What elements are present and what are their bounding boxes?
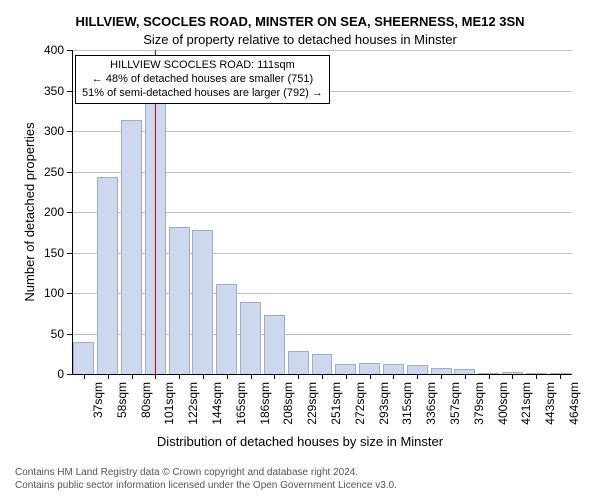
x-tick-label: 379sqm [472,382,486,432]
histogram-bar [192,230,213,374]
grid-line [72,50,572,51]
x-tick-label: 165sqm [234,382,248,432]
histogram-bar [216,284,237,374]
y-tick-label: 300 [24,124,64,138]
histogram-bar [407,365,428,374]
annotation-box: HILLVIEW SCOCLES ROAD: 111sqm ← 48% of d… [75,55,330,104]
chart-subtitle: Size of property relative to detached ho… [0,32,600,47]
x-tick-label: 315sqm [400,382,414,432]
x-tick-label: 186sqm [258,382,272,432]
annotation-line-1: HILLVIEW SCOCLES ROAD: 111sqm [82,59,323,73]
y-tick-label: 50 [24,327,64,341]
x-tick-label: 122sqm [186,382,200,432]
x-axis-label: Distribution of detached houses by size … [0,434,600,449]
histogram-bar [312,354,333,374]
y-tick-label: 200 [24,205,64,219]
histogram-bar [264,315,285,374]
y-tick-label: 250 [24,165,64,179]
x-tick-label: 208sqm [281,382,295,432]
footer-line-2: Contains public sector information licen… [15,479,600,492]
x-tick-label: 58sqm [115,382,129,432]
x-tick-label: 37sqm [91,382,105,432]
y-tick-label: 0 [24,367,64,381]
x-tick-label: 400sqm [496,382,510,432]
y-axis-line [72,50,73,374]
x-tick-label: 357sqm [448,382,462,432]
annotation-line-2: ← 48% of detached houses are smaller (75… [82,73,323,87]
histogram-bar [383,364,404,374]
histogram-bar [359,363,380,374]
x-tick-label: 293sqm [377,382,391,432]
histogram-bar [97,177,118,374]
x-tick-label: 144sqm [210,382,224,432]
chart-title: HILLVIEW, SCOCLES ROAD, MINSTER ON SEA, … [0,14,600,29]
x-tick-label: 80sqm [139,382,153,432]
x-tick-label: 101sqm [162,382,176,432]
x-axis-line [72,374,572,375]
annotation-line-3: 51% of semi-detached houses are larger (… [82,87,323,101]
x-tick-label: 336sqm [424,382,438,432]
y-tick-label: 150 [24,246,64,260]
x-tick-label: 443sqm [543,382,557,432]
footer-line-1: Contains HM Land Registry data © Crown c… [15,466,600,479]
x-tick-label: 421sqm [519,382,533,432]
x-tick-label: 251sqm [329,382,343,432]
histogram-bar [169,227,190,374]
histogram-bar [73,342,94,374]
histogram-bar [335,364,356,374]
x-tick-label: 272sqm [353,382,367,432]
histogram-bar [240,302,261,374]
histogram-bar [288,351,309,374]
y-tick-label: 350 [24,84,64,98]
y-tick-label: 400 [24,43,64,57]
x-tick-label: 229sqm [305,382,319,432]
chart-container: { "title": { "text": "HILLVIEW, SCOCLES … [0,0,600,500]
y-tick-label: 100 [24,286,64,300]
histogram-bar [121,120,142,374]
footer: Contains HM Land Registry data © Crown c… [0,466,600,492]
x-tick-label: 464sqm [567,382,581,432]
